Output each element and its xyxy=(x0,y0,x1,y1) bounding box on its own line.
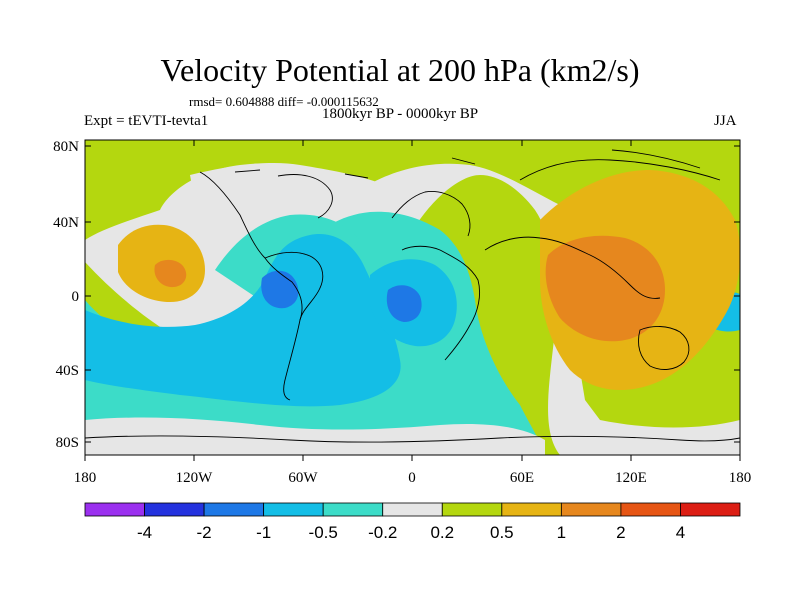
neutral-upper xyxy=(190,163,413,230)
colorbar-box xyxy=(263,502,324,517)
lon-axis: 180 120W 60W 0 60E 120E 180 xyxy=(74,140,752,486)
colorbar-box xyxy=(441,502,503,517)
lon-tick-120e: 120E xyxy=(615,470,647,486)
colorbar-label: -1 xyxy=(256,523,271,542)
lat-tick-40n: 40N xyxy=(53,215,79,231)
lat-tick-80s: 80S xyxy=(56,435,79,451)
lon-tick-180e: 180 xyxy=(729,470,752,486)
neutral-antarctic xyxy=(85,417,545,455)
colorbar-box xyxy=(620,502,681,517)
colorbar-label: 0.2 xyxy=(430,523,454,542)
colorbar-label: -0.2 xyxy=(368,523,397,542)
stats-text: rmsd= 0.604888 diff= -0.000115632 xyxy=(189,94,379,109)
warm-strong-region xyxy=(545,235,665,342)
lon-tick-60w: 60W xyxy=(288,470,318,486)
warm-strong-pacific xyxy=(154,259,187,288)
period-text: 1800kyr BP - 0000kyr BP xyxy=(322,106,479,122)
experiment-label: Expt = tEVTI-tevta1 xyxy=(84,113,209,129)
colorbar-box xyxy=(84,502,145,517)
lat-tick-80n: 80N xyxy=(53,139,79,155)
lon-tick-0: 0 xyxy=(408,470,416,486)
lat-tick-0: 0 xyxy=(72,289,80,305)
lat-axis: 80N 40N 0 40S 80S xyxy=(53,139,740,451)
lon-tick-180w: 180 xyxy=(74,470,97,486)
colorbar-label: -2 xyxy=(197,523,212,542)
colorbar-box xyxy=(680,502,741,517)
colorbar-label: -0.5 xyxy=(309,523,338,542)
lat-tick-40s: 40S xyxy=(56,363,79,379)
colorbar-label: 1 xyxy=(557,523,566,542)
lon-tick-120w: 120W xyxy=(176,470,214,486)
colorbar-label: -4 xyxy=(137,523,152,542)
colorbar-box xyxy=(501,502,562,517)
colorbar-label: 4 xyxy=(676,523,685,542)
lon-tick-60e: 60E xyxy=(510,470,534,486)
coastlines xyxy=(85,149,740,443)
colorbar: -4 -2 -1 -0.5 -0.2 0.2 0.5 1 2 4 xyxy=(84,502,741,542)
colorbar-label: 2 xyxy=(616,523,625,542)
season-label: JJA xyxy=(714,113,737,129)
page-title: Velocity Potential at 200 hPa (km2/s) xyxy=(160,52,640,88)
colorbar-box xyxy=(322,502,384,517)
velocity-potential-field xyxy=(85,140,740,455)
colorbar-label: 0.5 xyxy=(490,523,514,542)
colorbar-box xyxy=(560,502,622,517)
colorbar-box xyxy=(144,502,205,517)
cool-mid-region xyxy=(85,234,401,407)
colorbar-box xyxy=(382,502,443,517)
cool-strong-region-atlantic xyxy=(386,285,422,322)
colorbar-box xyxy=(203,502,265,517)
